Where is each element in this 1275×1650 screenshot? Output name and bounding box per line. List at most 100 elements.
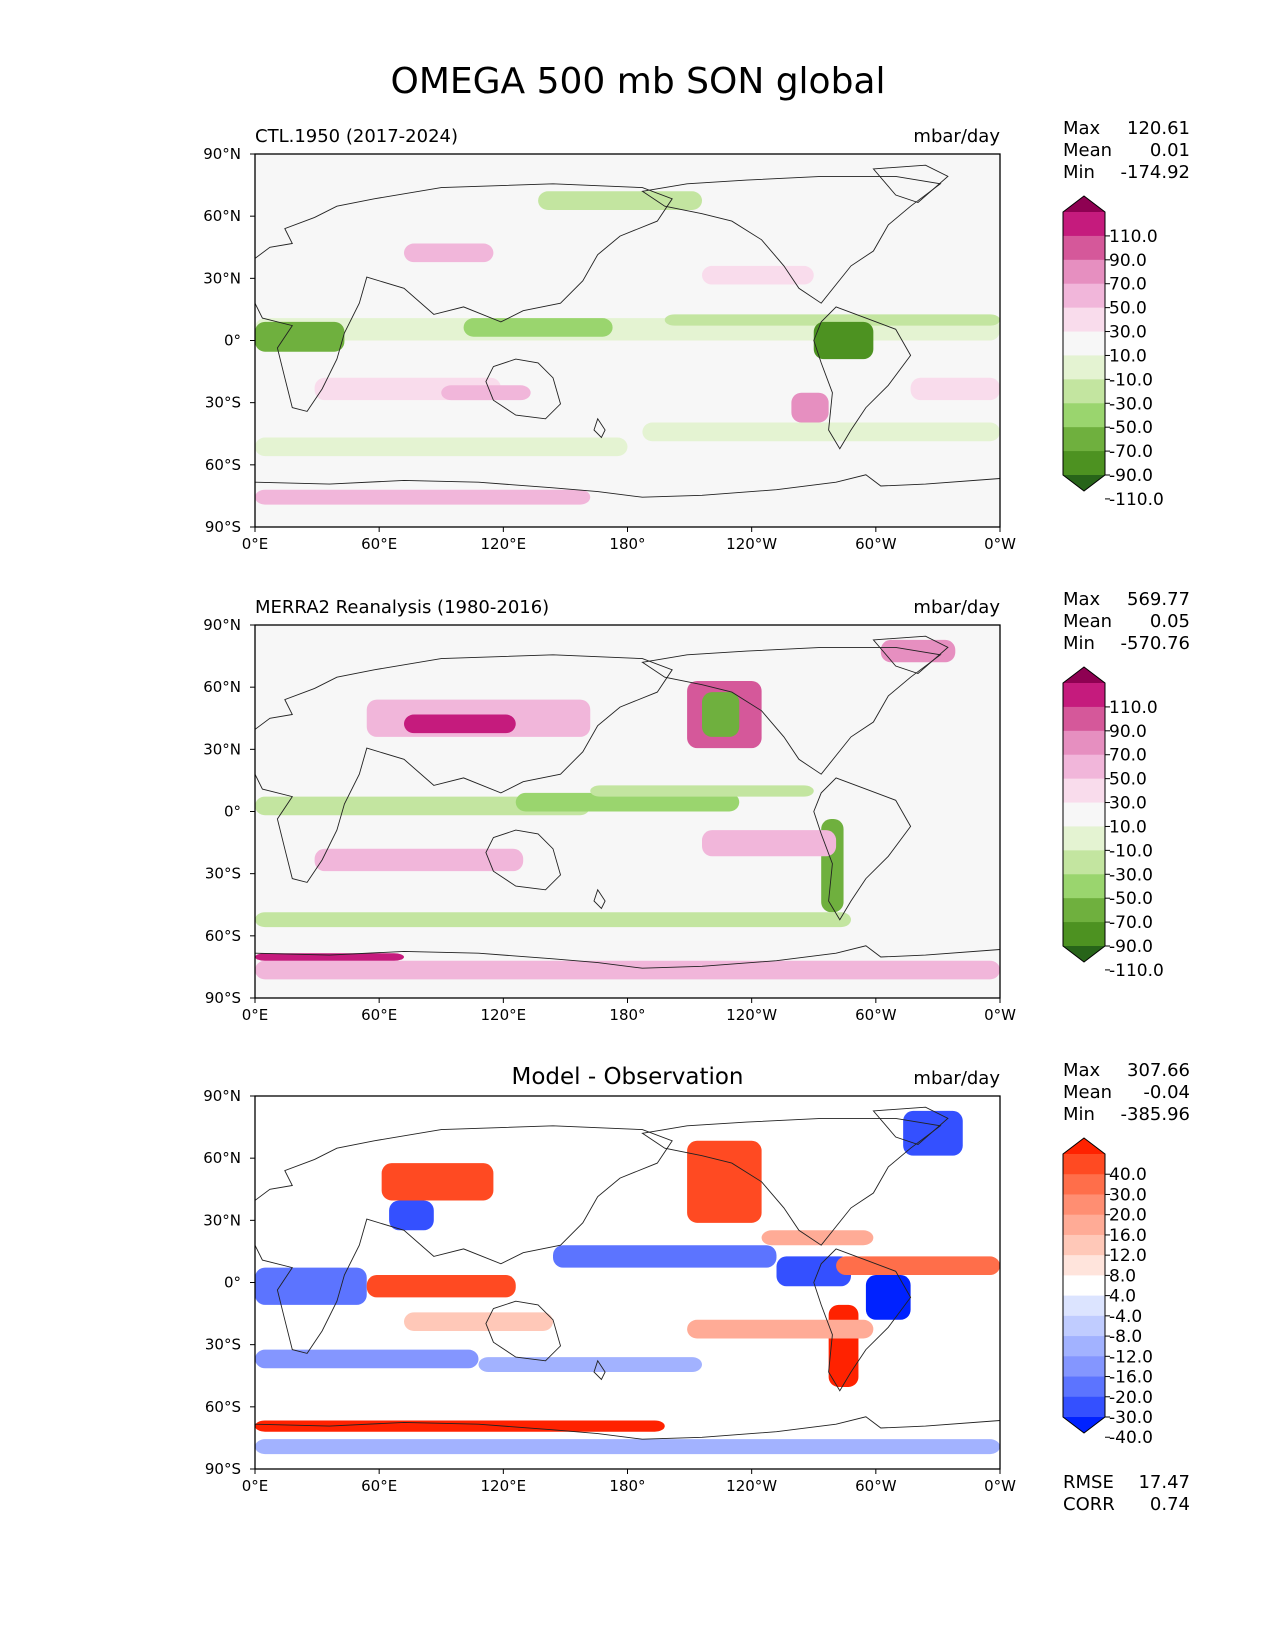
lon-tick-label: 120°E [481, 535, 527, 553]
colorbar-label: 40.0 [1109, 1165, 1147, 1185]
colorbar-label: -50.0 [1109, 889, 1153, 909]
lat-tick-label: 60°S [205, 927, 241, 945]
metric-label: RMSE [1063, 1472, 1114, 1493]
colorbar-extend-max [1063, 667, 1105, 683]
coastline [255, 945, 1000, 969]
stat-value: 0.01 [1150, 140, 1190, 161]
lat-tick-label: 30°N [203, 1211, 241, 1229]
colorbar-label: -70.0 [1109, 442, 1153, 462]
colorbar-segment [1063, 826, 1105, 851]
coastline [255, 183, 673, 412]
field-blob [389, 1200, 434, 1231]
field-blob [255, 1349, 479, 1369]
colorbar-segment [1063, 898, 1105, 923]
colorbar-segment [1063, 1194, 1105, 1216]
colorbar-label: 8.0 [1109, 1266, 1136, 1286]
stat-value: -570.76 [1121, 633, 1190, 654]
field-blob [903, 1110, 963, 1156]
lon-tick-label: 0°W [984, 1006, 1016, 1024]
lat-tick-label: 90°S [205, 518, 241, 536]
colorbar-segment [1063, 1315, 1105, 1337]
field-blob [255, 321, 345, 352]
colorbar-label: -16.0 [1109, 1368, 1153, 1388]
lat-tick-label: 30°N [203, 269, 241, 287]
lat-tick-label: 90°S [205, 1460, 241, 1478]
stat-label: Max [1063, 1060, 1101, 1081]
panel-left-title: MERRA2 Reanalysis (1980-2016) [255, 597, 549, 618]
lat-tick-label: 60°N [203, 1149, 241, 1167]
colorbar-segment [1063, 427, 1105, 452]
stat-label: Mean [1063, 611, 1112, 632]
colorbar-segment [1063, 331, 1105, 356]
lat-tick-label: 30°N [203, 740, 241, 758]
lat-tick-label: 60°S [205, 456, 241, 474]
coastline [872, 164, 949, 204]
lon-tick-label: 0°E [242, 1477, 269, 1495]
field-blob [828, 1304, 859, 1387]
lon-tick-label: 180° [609, 1477, 645, 1495]
stat-value: 569.77 [1127, 589, 1190, 610]
coastline [872, 635, 949, 675]
field-blob [791, 392, 829, 423]
stat-value: -385.96 [1121, 1104, 1190, 1125]
coastline [485, 1300, 562, 1362]
colorbar-segment [1063, 379, 1105, 404]
field-blob [865, 1275, 911, 1320]
field-blob [702, 830, 837, 857]
field-blob [255, 1439, 1000, 1455]
field-blob [642, 422, 1000, 442]
colorbar-label: -30.0 [1109, 865, 1153, 885]
lat-tick-label: 90°N [203, 1087, 241, 1105]
lon-tick-label: 120°E [481, 1477, 527, 1495]
colorbar-segment [1063, 730, 1105, 756]
field-blob [404, 243, 494, 263]
lat-tick-label: 0° [224, 332, 241, 350]
colorbar-label: 16.0 [1109, 1226, 1147, 1246]
colorbar-segment [1063, 1255, 1105, 1276]
colorbar-label: 110.0 [1109, 698, 1158, 718]
colorbar-label: -8.0 [1109, 1327, 1142, 1347]
colorbar-label: -90.0 [1109, 937, 1153, 957]
lon-tick-label: 60°W [855, 1477, 897, 1495]
field-blob [366, 1275, 516, 1298]
lon-tick-label: 60°E [361, 535, 397, 553]
stat-value: -0.04 [1143, 1082, 1190, 1103]
colorbar-segment [1063, 874, 1105, 899]
stat-label: Min [1063, 162, 1095, 183]
lat-tick-label: 30°S [205, 1336, 241, 1354]
lat-tick-label: 30°S [205, 865, 241, 883]
colorbar-segment [1063, 259, 1105, 285]
colorbar-label: 90.0 [1109, 251, 1147, 271]
lat-tick-label: 0° [224, 1274, 241, 1292]
field-blob [910, 377, 1000, 401]
lon-tick-label: 0°E [242, 1006, 269, 1024]
lat-tick-label: 0° [224, 803, 241, 821]
coastline [813, 777, 912, 921]
lon-tick-label: 60°E [361, 1006, 397, 1024]
colorbar-label: 30.0 [1109, 1185, 1147, 1205]
colorbar-segment [1063, 283, 1105, 309]
field-blob [761, 1230, 874, 1246]
lon-tick-label: 0°E [242, 535, 269, 553]
lat-tick-label: 30°S [205, 394, 241, 412]
lat-tick-label: 60°N [203, 678, 241, 696]
colorbar-obs: 110.0 90.0 70.0 50.0 30.0 10.0 -10.0 -30.0 -50.0… [1062, 666, 1164, 981]
field-blob [515, 792, 740, 812]
coastline [485, 829, 562, 891]
metric-label: CORR [1063, 1494, 1115, 1515]
field-blob [255, 437, 628, 457]
figure-title: OMEGA 500 mb SON global [391, 61, 886, 102]
colorbar-label: 50.0 [1109, 299, 1147, 319]
field-blob [255, 1420, 665, 1432]
stat-value: 120.61 [1127, 118, 1190, 139]
colorbar-label: -4.0 [1109, 1307, 1142, 1327]
colorbar-extend-min [1063, 946, 1105, 962]
colorbar-label: -12.0 [1109, 1347, 1153, 1367]
colorbar-label: -10.0 [1109, 841, 1153, 861]
colorbar-label: -90.0 [1109, 466, 1153, 486]
field-blob [314, 848, 524, 872]
map-field-model [255, 154, 1000, 527]
colorbar-label: 110.0 [1109, 227, 1158, 247]
colorbar-segment [1063, 235, 1105, 261]
colorbar-extend-max [1063, 1138, 1105, 1154]
